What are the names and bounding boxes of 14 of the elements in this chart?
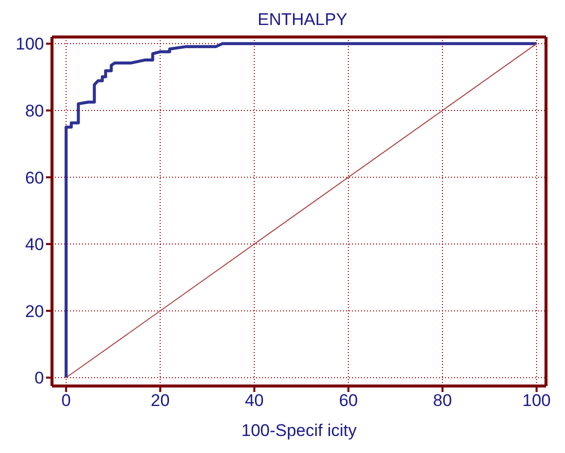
y-tick-label: 60 xyxy=(25,168,44,188)
y-tick-label: 0 xyxy=(34,368,44,388)
x-tick-label: 40 xyxy=(244,391,264,410)
x-tick-label: 20 xyxy=(150,391,170,410)
chart-title: ENTHALPY xyxy=(256,9,348,31)
x-tick-label: 100 xyxy=(522,391,551,410)
x-tick-label: 80 xyxy=(433,391,452,410)
y-tick-label: 100 xyxy=(16,34,44,54)
y-tick-label: 20 xyxy=(25,302,44,321)
x-tick-label: 60 xyxy=(338,391,358,410)
y-tick-label: 40 xyxy=(25,235,44,254)
y-tick-label: 80 xyxy=(25,102,44,121)
x-axis-title: 100-Specif icity xyxy=(241,421,358,440)
x-tick-label: 0 xyxy=(61,391,71,410)
